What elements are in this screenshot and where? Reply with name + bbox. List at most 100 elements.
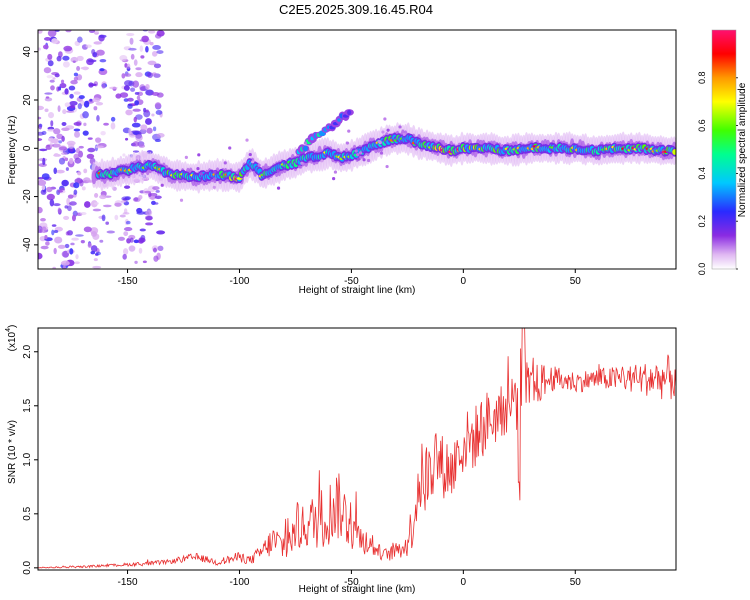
spectrogram-noise-blob	[136, 211, 146, 215]
spectrogram-isolated-point	[366, 158, 371, 163]
spectrogram-panel: -150 -100 -50 0 50 -40 -20 0 20 40 Height of str…	[7, 29, 677, 296]
spectrogram-noise-blob	[84, 201, 91, 208]
snr-y-tick-label: 2.0	[22, 344, 33, 358]
colorbar-tick-label: 0.8	[697, 72, 707, 85]
spectrogram-noise-blob	[155, 189, 160, 193]
spectrogram-noise-blob	[152, 72, 157, 76]
spectrogram-noise-blob	[73, 91, 81, 95]
spectrogram-noise-blob	[61, 250, 69, 258]
spectrogram-isolated-point	[245, 138, 249, 142]
spectrogram-isolated-point	[356, 157, 361, 161]
spectrogram-noise-blob	[147, 72, 154, 79]
spectrogram-marks	[38, 30, 676, 269]
spectrogram-noise-blob	[51, 143, 61, 148]
figure-title: C2E5.2025.309.16.45.R04	[279, 2, 433, 17]
spectrogram-noise-blob	[128, 234, 136, 240]
spectrogram-noise-blob	[110, 116, 116, 122]
spectrogram-isolated-point	[179, 198, 184, 202]
spectrogram-noise-blob	[59, 82, 67, 89]
spectrogram-noise-blob	[82, 66, 89, 71]
spectrogram-isolated-point	[402, 132, 406, 136]
spectrogram-noise-blob	[145, 118, 152, 125]
spectrogram-noise-blob	[45, 241, 50, 246]
spectrogram-noise-blob	[145, 109, 149, 113]
colorbar-tick-label: 0.4	[697, 167, 707, 180]
spectrogram-noise-blob	[46, 186, 53, 193]
spectrogram-noise-blob	[110, 122, 116, 130]
spectrogram-isolated-point	[248, 152, 252, 157]
spectrogram-y-tick-label: 0	[22, 145, 33, 151]
spectrogram-isolated-point	[160, 183, 164, 187]
snr-series-line	[38, 328, 676, 569]
spectrogram-noise-blob	[92, 265, 102, 269]
spectrogram-noise-blob	[62, 109, 67, 115]
spectrogram-noise-blob	[101, 83, 106, 89]
spectrogram-isolated-point	[345, 141, 350, 145]
spectrogram-noise-blob	[63, 215, 70, 220]
spectrogram-noise-blob	[64, 88, 69, 95]
spectrogram-noise-blob	[93, 258, 98, 262]
spectrogram-noise-blob	[62, 265, 66, 269]
spectrogram-x-tick-label: -150	[118, 276, 138, 287]
spectrogram-noise-blob	[139, 39, 149, 42]
spectrogram-noise-blob	[95, 251, 101, 256]
spectrogram-noise-blob	[152, 247, 157, 253]
spectrogram-noise-blob	[122, 212, 130, 215]
spectrogram-isolated-point	[228, 146, 232, 150]
spectrogram-noise-blob	[70, 242, 75, 246]
spectrogram-noise-blob	[145, 83, 150, 90]
spectrogram-noise-blob	[139, 228, 146, 232]
spectrogram-isolated-point	[381, 130, 385, 134]
spectrogram-noise-blob	[71, 214, 77, 222]
spectrogram-noise-blob	[124, 196, 131, 201]
spectrogram-isolated-point	[184, 155, 188, 159]
spectrogram-noise-blob	[78, 95, 85, 100]
spectrogram-noise-blob	[147, 60, 157, 66]
spectrogram-isolated-point	[257, 163, 261, 167]
spectrogram-noise-blob	[123, 231, 129, 237]
spectrogram-noise-blob	[38, 47, 41, 51]
spectrogram-noise-blob	[47, 60, 54, 67]
spectrogram-noise-blob	[123, 227, 133, 232]
spectrogram-noise-blob	[153, 255, 159, 262]
spectrogram-noise-blob	[98, 34, 107, 38]
spectrogram-noise-blob	[60, 260, 70, 266]
spectrogram-noise-blob	[145, 222, 154, 226]
spectrogram-noise-blob	[120, 200, 127, 203]
spectrogram-isolated-point	[383, 117, 387, 121]
colorbar: 0.0 0.2 0.4 0.6 0.8 Normalized spectral ampl…	[697, 29, 748, 275]
spectrogram-noise-blob	[53, 247, 57, 255]
spectrogram-noise-blob	[38, 105, 45, 111]
spectrogram-noise-blob	[146, 209, 153, 216]
spectrogram-noise-blob	[129, 237, 134, 243]
spectrogram-noise-blob	[69, 104, 76, 109]
spectrogram-noise-blob	[114, 214, 119, 221]
spectrogram-noise-blob	[38, 206, 43, 214]
spectrogram-noise-blob	[131, 122, 141, 128]
spectrogram-noise-blob	[83, 168, 88, 174]
snr-frame	[37, 327, 677, 571]
spectrogram-noise-blob	[61, 152, 68, 156]
spectrogram-noise-blob	[73, 189, 78, 195]
spectrogram-noise-blob	[114, 202, 122, 207]
spectrogram-noise-blob	[65, 167, 69, 171]
spectrogram-noise-blob	[51, 38, 59, 44]
spectrogram-noise-blob	[63, 45, 73, 52]
spectrogram-noise-blob	[64, 243, 70, 249]
spectrogram-noise-blob	[125, 137, 129, 141]
spectrogram-noise-blob	[145, 46, 149, 53]
spectrogram-noise-blob	[139, 84, 146, 92]
spectrogram-noise-blob	[77, 36, 83, 43]
spectrogram-branch-point	[347, 109, 352, 116]
snr-y-tick-label: 1.5	[22, 398, 33, 412]
spectrogram-noise-blob	[88, 83, 97, 87]
spectrogram-isolated-point	[300, 161, 304, 165]
spectrogram-noise-blob	[156, 133, 165, 138]
spectrogram-noise-blob	[73, 121, 82, 126]
spectrogram-noise-blob	[38, 252, 43, 260]
spectrogram-noise-blob	[92, 208, 102, 212]
spectrogram-noise-blob	[53, 153, 59, 157]
spectrogram-noise-blob	[44, 97, 53, 102]
spectrogram-noise-blob	[153, 202, 159, 205]
spectrogram-noise-blob	[48, 112, 55, 119]
